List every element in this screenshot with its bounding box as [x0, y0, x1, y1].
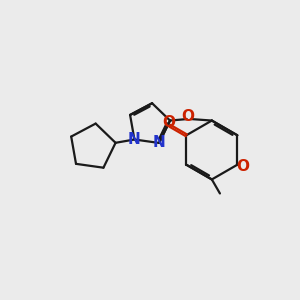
- Text: O: O: [181, 109, 194, 124]
- Text: O: O: [236, 159, 249, 174]
- Text: O: O: [162, 115, 175, 130]
- Text: N: N: [153, 136, 166, 151]
- Text: N: N: [128, 132, 141, 147]
